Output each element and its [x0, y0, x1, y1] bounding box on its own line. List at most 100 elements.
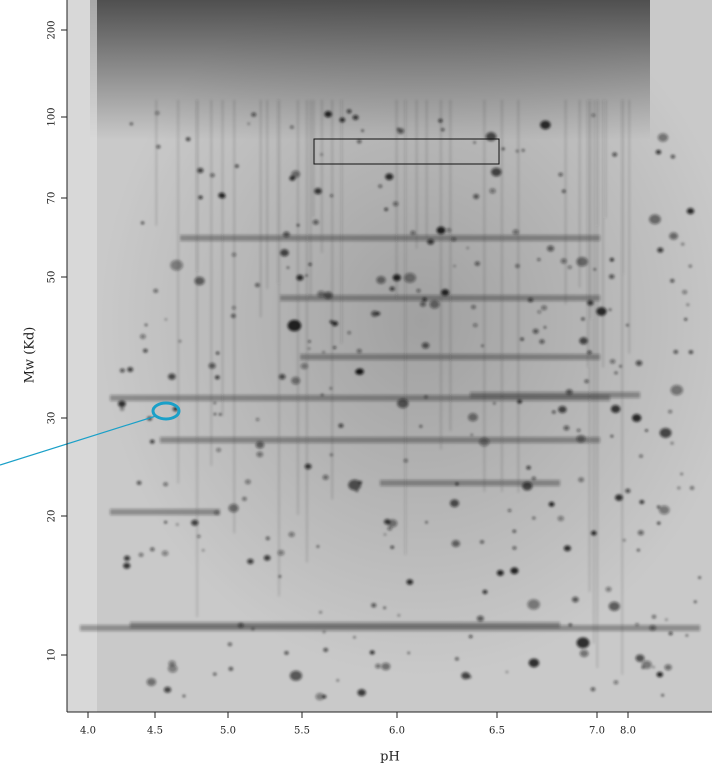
spot	[584, 379, 589, 384]
spot	[668, 631, 673, 636]
spot	[329, 320, 334, 324]
spot	[558, 405, 567, 413]
spot	[609, 274, 615, 279]
spot	[473, 323, 478, 328]
spot	[232, 306, 236, 310]
spot	[609, 258, 614, 262]
spot	[565, 389, 573, 395]
spot	[215, 375, 220, 380]
spot	[489, 188, 496, 194]
spot	[308, 340, 311, 343]
spot	[305, 274, 308, 277]
spot	[576, 435, 586, 443]
highlight-box	[313, 138, 500, 165]
spot	[539, 339, 545, 344]
spot	[512, 546, 517, 550]
spot	[659, 427, 672, 438]
spot	[557, 515, 564, 522]
spot	[528, 658, 540, 668]
spot	[686, 303, 690, 306]
spot	[331, 320, 339, 327]
spot	[673, 350, 678, 354]
spot	[251, 627, 255, 631]
spot	[322, 474, 329, 480]
vertical-streak	[449, 100, 452, 431]
spot	[333, 346, 337, 349]
spot	[548, 501, 555, 507]
spot	[657, 521, 661, 525]
spot	[228, 503, 239, 513]
spot	[387, 519, 398, 528]
spot	[228, 667, 234, 671]
spot	[308, 263, 312, 266]
spot	[466, 246, 469, 250]
spot	[141, 221, 145, 225]
spot	[138, 552, 144, 557]
streak	[110, 395, 610, 401]
spot	[156, 145, 161, 149]
spot	[664, 664, 672, 671]
vertical-streak	[593, 100, 595, 644]
spot	[649, 625, 656, 631]
spot	[330, 194, 334, 197]
spot	[403, 458, 408, 463]
spot	[661, 694, 664, 697]
spot	[625, 488, 631, 493]
vertical-streak	[177, 100, 179, 484]
spot	[622, 539, 626, 542]
vertical-streak	[578, 100, 581, 288]
spot	[197, 167, 204, 174]
spot	[280, 249, 289, 257]
spot	[383, 533, 387, 536]
vertical-streak	[425, 100, 428, 239]
spot	[127, 367, 134, 372]
spot	[657, 505, 661, 509]
spot	[541, 305, 547, 311]
spot	[517, 399, 522, 404]
spot	[356, 368, 364, 375]
spot	[612, 152, 618, 157]
spot	[655, 149, 662, 155]
spot	[476, 615, 484, 622]
spot	[235, 164, 239, 168]
spot	[681, 242, 685, 246]
vertical-streak	[415, 100, 418, 249]
spot	[532, 516, 536, 520]
spot	[521, 149, 525, 152]
spot	[685, 634, 689, 637]
spot	[282, 231, 290, 238]
spot	[591, 113, 596, 117]
spot	[579, 337, 588, 345]
spot	[532, 328, 539, 334]
spot	[468, 413, 478, 422]
spot	[144, 323, 148, 327]
spot	[383, 606, 386, 609]
spot	[576, 428, 581, 432]
spot	[329, 453, 333, 457]
spot	[531, 476, 536, 481]
spot	[537, 258, 541, 261]
spot	[355, 489, 359, 492]
spot	[419, 301, 427, 307]
spot	[422, 297, 427, 302]
streak	[110, 509, 220, 515]
spot	[591, 530, 597, 536]
spot	[406, 579, 414, 585]
x-tick-label: 5.5	[294, 726, 310, 737]
x-tick-label: 8.0	[620, 726, 636, 737]
spot	[590, 687, 596, 692]
spot	[470, 433, 474, 436]
spot	[543, 326, 547, 329]
spot	[669, 232, 679, 240]
spot	[658, 505, 670, 515]
spot	[216, 351, 220, 355]
streak	[80, 625, 700, 631]
spot	[474, 261, 480, 266]
spot	[610, 434, 614, 438]
spot	[684, 318, 688, 321]
spot	[288, 531, 295, 538]
spot	[639, 454, 643, 458]
spot	[210, 173, 215, 178]
spot	[403, 272, 416, 283]
